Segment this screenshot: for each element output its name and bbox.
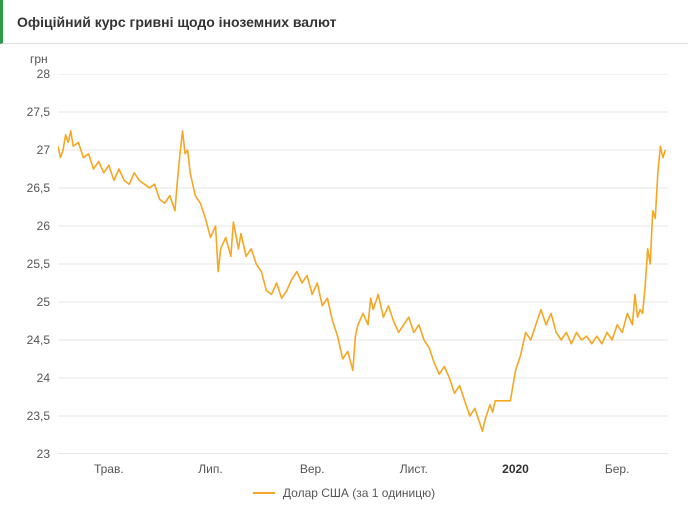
- title-bar: Офіційний курс гривні щодо іноземних вал…: [0, 0, 688, 44]
- legend-swatch: [253, 492, 275, 494]
- chart-title: Офіційний курс гривні щодо іноземних вал…: [17, 14, 336, 30]
- series-line: [58, 131, 665, 431]
- y-tick-label: 23,5: [10, 409, 50, 423]
- x-tick-label: Бер.: [605, 462, 630, 476]
- y-tick-label: 25: [10, 295, 50, 309]
- x-tick-label: Лист.: [400, 462, 428, 476]
- y-tick-label: 28: [10, 67, 50, 81]
- y-tick-label: 23: [10, 447, 50, 461]
- legend: Долар США (за 1 одиницю): [253, 486, 435, 500]
- x-tick-label: Лип.: [198, 462, 222, 476]
- y-tick-label: 24,5: [10, 333, 50, 347]
- legend-label: Долар США (за 1 одиницю): [283, 486, 435, 500]
- y-axis-unit: грн: [30, 52, 48, 66]
- y-tick-label: 26,5: [10, 181, 50, 195]
- y-tick-label: 24: [10, 371, 50, 385]
- y-tick-label: 27: [10, 143, 50, 157]
- y-tick-label: 26: [10, 219, 50, 233]
- chart-area: грн Долар США (за 1 одиницю) 28 27,5 27 26,…: [0, 44, 688, 517]
- x-tick-label: Трав.: [94, 462, 124, 476]
- chart-container: Офіційний курс гривні щодо іноземних вал…: [0, 0, 688, 517]
- y-tick-label: 27,5: [10, 105, 50, 119]
- line-chart: [58, 74, 668, 454]
- x-tick-label: Вер.: [300, 462, 325, 476]
- y-tick-label: 25,5: [10, 257, 50, 271]
- x-tick-label: 2020: [502, 462, 529, 476]
